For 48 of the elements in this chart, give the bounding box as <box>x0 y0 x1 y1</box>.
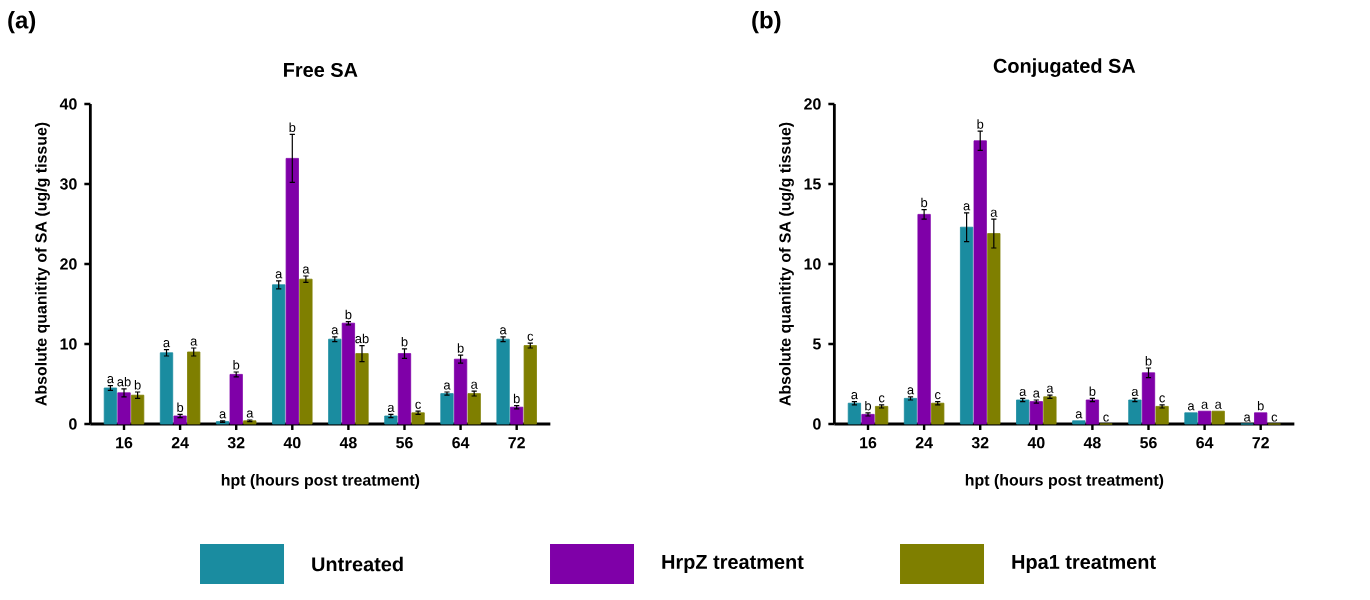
bar <box>397 353 412 425</box>
bar <box>355 353 369 425</box>
legend-label: Untreated <box>312 556 403 572</box>
bar <box>1029 401 1043 425</box>
bar <box>1184 412 1198 425</box>
bar <box>173 415 187 425</box>
bar <box>117 392 131 425</box>
legend-label: HrpZ treatment <box>662 555 804 573</box>
bar <box>1141 372 1156 425</box>
bar <box>272 284 286 425</box>
bar <box>1155 406 1169 425</box>
bar <box>440 393 454 425</box>
bar <box>903 398 918 425</box>
bar <box>1128 399 1142 425</box>
bar <box>384 415 398 425</box>
bar <box>131 394 145 425</box>
bar <box>917 214 931 425</box>
bar <box>875 406 889 425</box>
chart-title: Conjugated SA <box>993 58 1136 77</box>
bar <box>229 374 243 425</box>
bar <box>467 393 481 425</box>
bar <box>187 351 201 425</box>
text: (b) <box>752 11 781 34</box>
bar <box>931 402 945 425</box>
bar <box>328 338 342 425</box>
chart-title: Free SA <box>284 62 358 77</box>
bar <box>453 358 468 425</box>
bar <box>103 387 118 425</box>
legend-label: Hpa1 treatment <box>1012 555 1156 573</box>
bar <box>411 412 425 425</box>
bar <box>285 158 299 425</box>
bar <box>299 278 313 425</box>
bar <box>1211 410 1225 425</box>
bar <box>847 402 862 425</box>
bar <box>973 140 987 425</box>
bar <box>523 345 537 425</box>
bar <box>341 322 355 425</box>
bar <box>1085 399 1099 425</box>
bar <box>1197 410 1212 425</box>
bar <box>1016 399 1030 425</box>
bar <box>496 338 510 425</box>
bar <box>960 226 974 425</box>
bar <box>159 352 174 425</box>
bar <box>987 233 1001 425</box>
bar <box>1043 396 1057 425</box>
bar <box>1254 412 1268 425</box>
bar <box>510 406 524 425</box>
text: (a) <box>8 11 36 34</box>
